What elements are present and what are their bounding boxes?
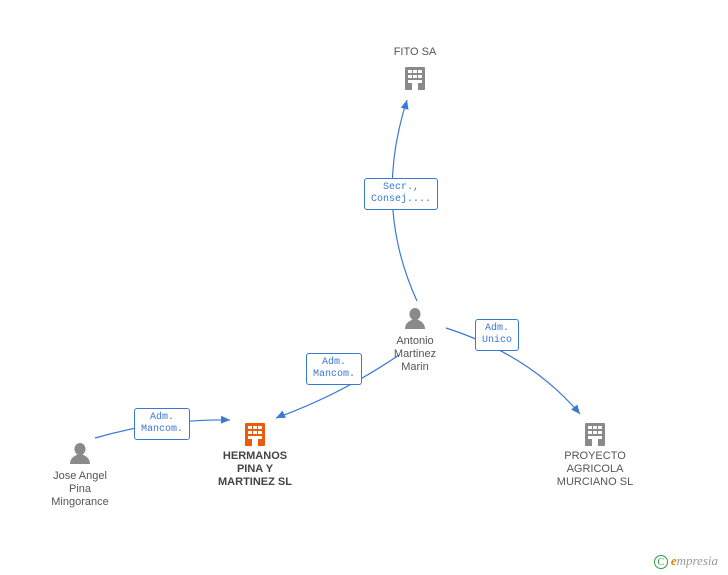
edge-arrow-e4 [221, 416, 230, 424]
node-hermanos[interactable]: HERMANOS PINA Y MARTINEZ SL [218, 450, 292, 489]
watermark-brand-rest: mpresia [677, 553, 718, 568]
node-label-jose: Jose Angel Pina Mingorance [51, 470, 108, 509]
edge-label-e4: Adm. Mancom. [134, 408, 190, 440]
node-jose[interactable]: Jose Angel Pina Mingorance [51, 470, 108, 509]
edge-label-e1: Secr., Consej.... [364, 178, 438, 210]
building-icon[interactable] [405, 67, 425, 90]
node-label-fito: FITO SA [394, 46, 437, 59]
edge-arrow-e1 [401, 99, 411, 110]
diagram-canvas: FITO SA Antonio Martinez Marin HERMANOS PI… [0, 0, 728, 575]
node-label-antonio: Antonio Martinez Marin [394, 335, 436, 374]
node-label-proyecto: PROYECTO AGRICOLA MURCIANO SL [557, 450, 633, 489]
node-fito[interactable]: FITO SA [394, 46, 437, 59]
node-label-hermanos: HERMANOS PINA Y MARTINEZ SL [218, 450, 292, 489]
node-antonio[interactable]: Antonio Martinez Marin [394, 335, 436, 374]
edge-label-e3: Adm. Unico [475, 319, 519, 351]
watermark: Cempresia [654, 553, 718, 569]
person-icon[interactable] [70, 443, 90, 464]
building-icon[interactable] [585, 423, 605, 446]
copyright-icon: C [654, 555, 668, 569]
building-icon[interactable] [245, 423, 265, 446]
node-proyecto[interactable]: PROYECTO AGRICOLA MURCIANO SL [557, 450, 633, 489]
person-icon[interactable] [405, 308, 425, 329]
edge-arrow-e2 [274, 411, 286, 422]
edge-label-e2: Adm. Mancom. [306, 353, 362, 385]
